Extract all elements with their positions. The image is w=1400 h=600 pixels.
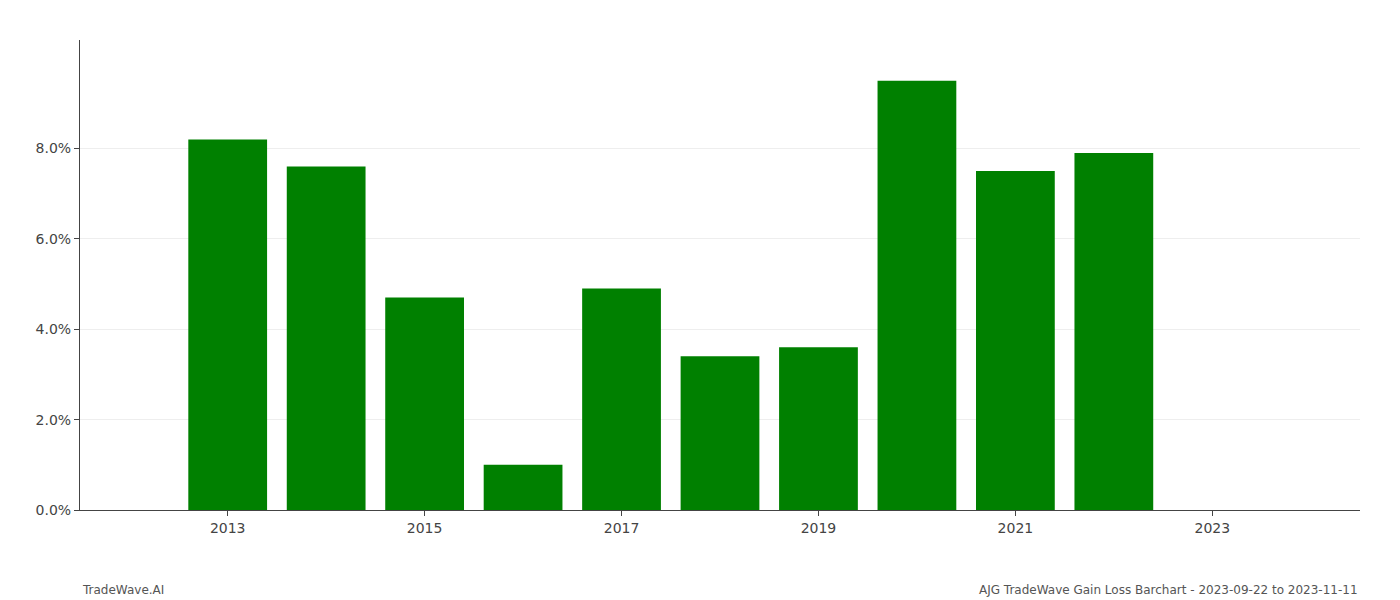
svg-text:2013: 2013 <box>210 520 246 536</box>
svg-text:2015: 2015 <box>407 520 443 536</box>
svg-text:2019: 2019 <box>801 520 837 536</box>
svg-text:2.0%: 2.0% <box>36 412 72 428</box>
svg-text:2023: 2023 <box>1194 520 1230 536</box>
svg-text:6.0%: 6.0% <box>36 231 72 247</box>
svg-text:TradeWave.AI: TradeWave.AI <box>82 583 164 597</box>
svg-text:8.0%: 8.0% <box>36 140 72 156</box>
svg-text:2017: 2017 <box>604 520 640 536</box>
svg-text:0.0%: 0.0% <box>36 502 72 518</box>
svg-text:4.0%: 4.0% <box>36 321 72 337</box>
svg-text:2021: 2021 <box>998 520 1034 536</box>
svg-text:AJG TradeWave Gain Loss Barcha: AJG TradeWave Gain Loss Barchart - 2023-… <box>979 583 1358 597</box>
